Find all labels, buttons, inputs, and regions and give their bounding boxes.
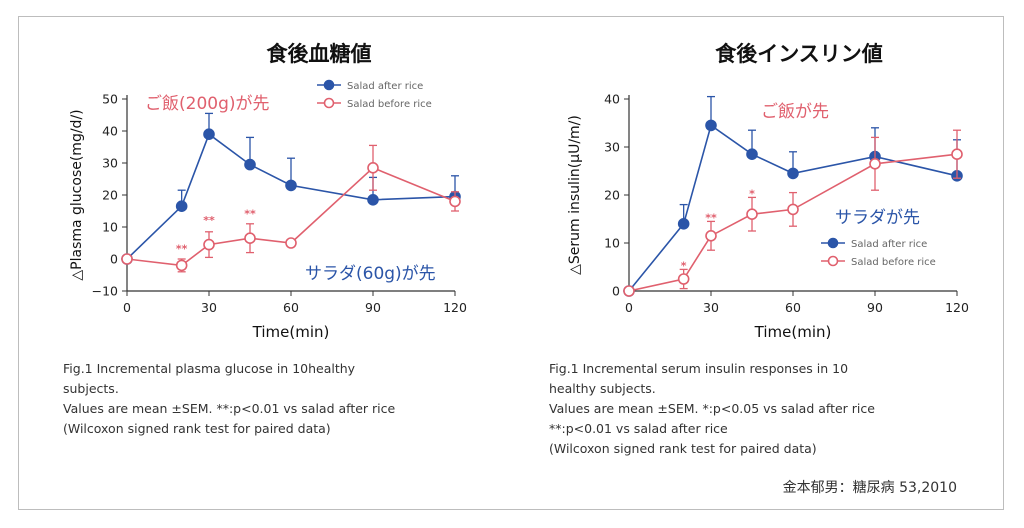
series-1-point [787,203,799,216]
x-axis-label: Time(min) [754,323,832,341]
significance-mark: ** [203,214,215,227]
significance-mark: * [749,187,755,200]
significance-mark: ** [244,207,256,220]
y-axis-label: △Serum insulin(μU/m/) [567,115,583,275]
series-1-point [285,237,297,249]
x-tick-label: 120 [443,300,467,315]
glucose-caption: Fig.1 Incremental plasma glucose in 10he… [63,359,395,439]
series-0-point [787,167,799,180]
legend-marker [827,237,839,249]
caption-line: **:p<0.01 vs salad after rice [549,421,728,436]
legend-marker [827,255,839,267]
significance-mark: ** [705,211,717,224]
y-tick-label: 50 [102,92,118,107]
series-0-point [244,158,256,171]
series-1-point [746,208,758,220]
series-1-point [677,273,690,285]
legend-label: Salad after rice [347,81,423,92]
insulin-chart-panel: 食後インスリン値 0 10 20 30 40 0 30 60 90 120 Time(min) △Ser… [509,17,1005,511]
x-tick-label: 30 [703,300,719,315]
series-1-point [244,232,256,244]
caption-line: Fig.1 Incremental plasma glucose in 10he… [63,361,356,376]
caption-line: healthy subjects. [549,381,656,396]
series-1-point [951,148,963,160]
legend-marker [323,79,335,91]
series-0-point [677,218,690,230]
y-tick-label: 0 [612,284,620,299]
series-1-point [175,259,188,272]
x-tick-label: 120 [945,300,969,315]
source-citation: 金本郁男：糖尿病 53,2010 [782,480,957,496]
y-tick-label: 40 [102,124,118,139]
x-tick-label: 60 [283,300,299,315]
chart-title: 食後血糖値 [267,42,372,66]
significance-mark: ** [176,243,188,256]
chart-title: 食後インスリン値 [715,42,883,66]
chart-annotation: サラダが先 [835,208,920,228]
x-tick-label: 30 [201,300,217,315]
glucose-chart: 食後血糖値 −10 0 10 20 30 40 50 0 30 60 90 120 Time(min) △P… [69,42,467,341]
y-tick-label: 0 [110,252,118,267]
y-tick-label: 20 [102,188,118,203]
series-1-point [203,238,215,251]
significance-mark: * [681,259,687,272]
chart-annotation: ご飯(200g)が先 [145,94,270,114]
caption-line: (Wilcoxon signed rank test for paired da… [549,441,817,456]
series-0-point [746,148,758,160]
caption-line: Fig.1 Incremental serum insulin response… [549,361,849,376]
y-tick-label: 10 [604,236,620,251]
series-1-point [449,195,461,208]
series-1-point [121,253,133,265]
y-tick-label: −10 [92,284,118,299]
figure-frame: 食後血糖値 −10 0 10 20 30 40 50 0 30 60 90 120 Time(min) △P… [18,16,1004,510]
insulin-caption: Fig.1 Incremental serum insulin response… [549,359,875,459]
y-tick-label: 30 [102,156,118,171]
x-tick-label: 0 [625,300,633,315]
series-0-point [175,200,188,212]
x-tick-label: 60 [785,300,801,315]
caption-line: Values are mean ±SEM. *:p<0.05 vs salad … [549,401,875,416]
series-0-point [203,128,215,140]
series-0-point [285,179,297,192]
series-1-point [623,285,635,297]
chart-annotation: ご飯が先 [761,102,829,122]
x-tick-label: 90 [867,300,883,315]
x-axis-label: Time(min) [252,323,330,341]
series-0-point [705,119,717,132]
caption-line: subjects. [63,381,119,396]
y-tick-label: 20 [604,188,620,203]
glucose-chart-panel: 食後血糖値 −10 0 10 20 30 40 50 0 30 60 90 120 Time(min) △P… [19,17,509,511]
legend-label: Salad before rice [851,257,936,268]
series-0-point [367,194,379,206]
legend-marker [323,97,335,109]
legend-label: Salad after rice [851,239,927,250]
series-1-point [869,158,881,170]
series-1-point [705,230,717,242]
y-tick-label: 40 [604,92,620,107]
insulin-chart: 食後インスリン値 0 10 20 30 40 0 30 60 90 120 Time(min) △Ser… [567,42,969,341]
x-tick-label: 0 [123,300,131,315]
caption-line: Values are mean ±SEM. **:p<0.01 vs salad… [63,401,396,416]
legend-label: Salad before rice [347,99,432,110]
x-tick-label: 90 [365,300,381,315]
chart-annotation: サラダ(60g)が先 [305,264,436,284]
caption-line: (Wilcoxon signed rank test for paired da… [63,421,331,436]
y-axis-label: △Plasma glucose(mg/d/) [69,109,85,280]
y-tick-label: 10 [102,220,118,235]
y-tick-label: 30 [604,140,620,155]
series-1-point [367,162,379,174]
